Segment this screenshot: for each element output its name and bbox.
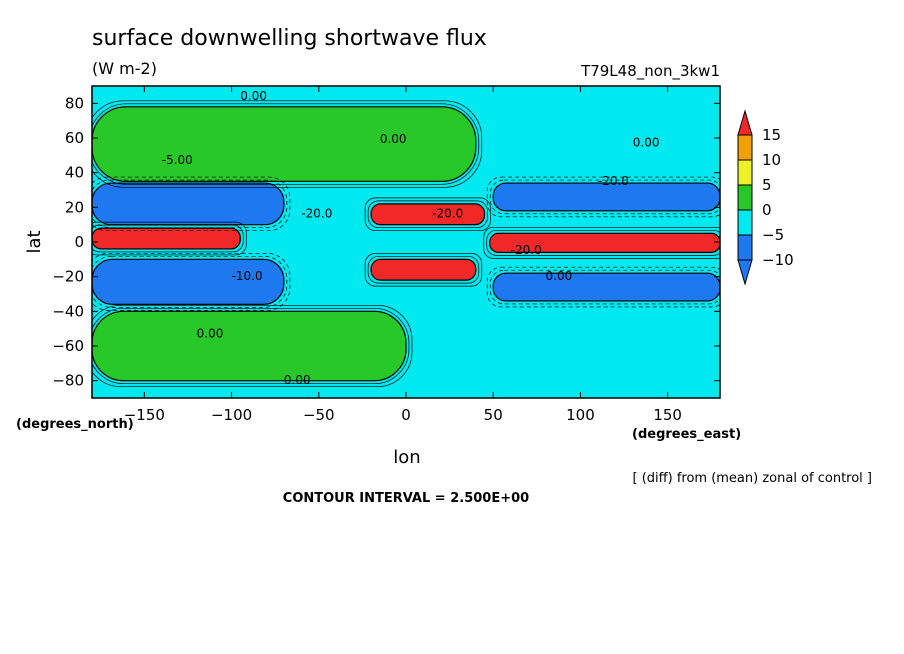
chart-title: surface downwelling shortwave flux <box>92 26 487 51</box>
colorbar-bin <box>737 134 753 161</box>
units-label: (W m-2) <box>92 59 157 78</box>
contour-south-blue-band-east-2 <box>486 266 720 308</box>
y-tick-label: −80 <box>52 372 84 390</box>
contour-label: -5.00 <box>162 153 193 167</box>
contour-north-blue-band-east-1 <box>489 179 720 215</box>
y-tick-label: −20 <box>52 268 84 286</box>
contour-south-green-2 <box>92 304 413 388</box>
region-north-subtropical-red <box>370 203 486 226</box>
colorbar-bin <box>737 209 753 236</box>
contour-tropical-east-1 <box>486 229 720 256</box>
y-tick-label: −60 <box>52 337 84 355</box>
diff-note: [ (diff) from (mean) zonal of control ] <box>633 471 872 486</box>
contour-north-green-1 <box>92 103 480 185</box>
experiment-label: T79L48_non_3kw1 <box>580 62 720 81</box>
contour-label: 0.00 <box>633 136 660 150</box>
contour-lines <box>92 100 720 388</box>
contour-south-blue-band-east-1 <box>489 269 720 305</box>
field-map <box>92 86 720 398</box>
contour-label: -10.0 <box>232 269 263 283</box>
contour-north-subtropical-red-1 <box>367 200 488 229</box>
contour-south-blue-band-west-2 <box>92 252 291 311</box>
contour-label: -20.0 <box>301 207 332 221</box>
contour-label: 0.00 <box>240 89 267 103</box>
y-tick-label: 0 <box>74 233 84 251</box>
region-south-green <box>92 310 407 382</box>
y-tick-label: 80 <box>65 94 84 112</box>
y-tick-label: 60 <box>65 129 84 147</box>
region-tropical-east <box>489 232 720 253</box>
x-unit-label: (degrees_east) <box>632 427 741 442</box>
colorbar-level-label: 0 <box>762 201 772 219</box>
contour-south-blue-band-west-1 <box>92 255 288 308</box>
region-north-green <box>92 106 477 182</box>
colorbar-bin <box>737 159 753 186</box>
x-axis: −150 −100 −50 0 50 100 150 <box>124 86 682 424</box>
region-north-blue-band-west <box>92 182 285 226</box>
contour-north-green-2 <box>92 100 483 188</box>
colorbar-bin <box>737 184 753 211</box>
colorbar-level-label: −10 <box>762 251 794 269</box>
contour-label: -20.0 <box>598 174 629 188</box>
y-tick-label: −40 <box>52 302 84 320</box>
colorbar-under-arrow <box>737 259 753 286</box>
x-axis-label: lon <box>393 447 420 468</box>
contour-label: -20.0 <box>511 243 542 257</box>
contour-tropical-west-1 <box>92 224 244 253</box>
colorbar-bin <box>737 234 753 261</box>
contour-tropical-west-2 <box>92 221 247 256</box>
contour-south-subtropical-red-2 <box>364 252 483 287</box>
contour-label: 0.00 <box>197 326 224 340</box>
y-tick-label: 20 <box>65 198 84 216</box>
contour-label: 0.00 <box>284 373 311 387</box>
contour-label: 0.00 <box>546 269 573 283</box>
y-axis: −80 −60 −40 −20 0 20 40 60 80 <box>52 94 720 390</box>
region-south-blue-band-east <box>492 272 720 302</box>
x-tick-label: 50 <box>484 406 503 424</box>
colorbar-level-label: 15 <box>762 126 781 144</box>
x-tick-label: −150 <box>124 406 165 424</box>
contour-south-subtropical-red-1 <box>367 255 480 284</box>
x-tick-label: 100 <box>566 406 595 424</box>
contour-north-blue-band-west-1 <box>92 179 288 229</box>
region-tropical-west <box>92 227 241 250</box>
colorbar-level-label: 5 <box>762 176 772 194</box>
x-tick-label: −100 <box>211 406 252 424</box>
region-north-blue-band-east <box>492 182 720 212</box>
contour-labels: 0.00 0.00 0.00 -5.00 -20.0 -20.0 -20.0 -20.0 -10… <box>162 89 660 387</box>
region-south-subtropical-red <box>370 258 477 281</box>
contour-label: 0.00 <box>380 132 407 146</box>
contour-tropical-east-2 <box>483 226 720 259</box>
colorbar-over-arrow <box>737 109 753 136</box>
contour-south-green-1 <box>92 307 410 385</box>
x-tick-label: 0 <box>401 406 411 424</box>
colorbar: −10 −5 0 5 10 15 <box>737 109 794 286</box>
colorbar-level-label: −5 <box>762 226 784 244</box>
contour-label: -20.0 <box>432 207 463 221</box>
region-south-blue-band-west <box>92 258 285 305</box>
x-tick-label: 150 <box>653 406 682 424</box>
y-tick-label: 40 <box>65 164 84 182</box>
y-axis-label: lat <box>24 230 45 253</box>
contour-north-blue-band-east-2 <box>486 176 720 218</box>
y-unit-label: (degrees_north) <box>16 417 134 432</box>
contour-north-subtropical-red-2 <box>364 197 491 232</box>
x-tick-label: −50 <box>303 406 335 424</box>
contour-interval: CONTOUR INTERVAL = 2.500E+00 <box>283 491 529 506</box>
colorbar-level-label: 10 <box>762 151 781 169</box>
